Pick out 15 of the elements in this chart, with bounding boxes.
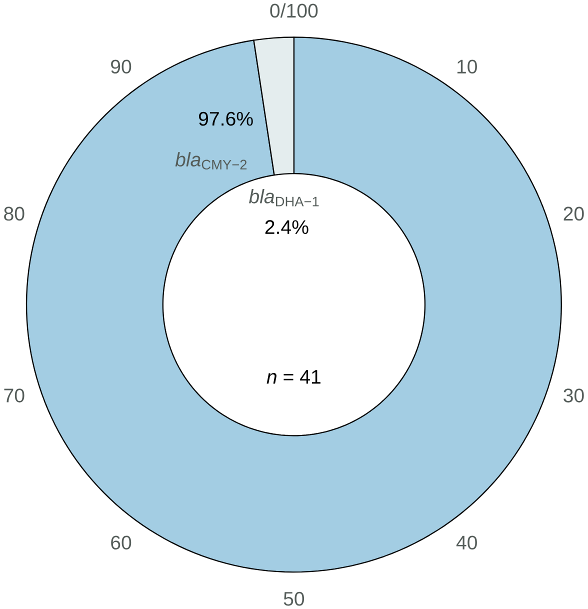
- text: 90: [111, 60, 132, 74]
- text: 80: [4, 206, 24, 221]
- data-label: 2.4%: [265, 220, 308, 234]
- text: 40: [456, 536, 478, 550]
- text: 70: [4, 388, 24, 402]
- text: 50: [284, 592, 304, 606]
- text: 0/100: [270, 3, 318, 18]
- data-label: 97.6%: [199, 112, 253, 126]
- text: 10: [458, 60, 478, 74]
- text: n = 41: [266, 370, 321, 384]
- text: 30: [564, 388, 584, 402]
- text: 20: [564, 206, 584, 221]
- text: 60: [111, 536, 132, 550]
- slice-label: bla$_{DHA−1}$: [249, 189, 319, 206]
- slice-label: bla$_{CMY−2}$: [175, 152, 247, 170]
